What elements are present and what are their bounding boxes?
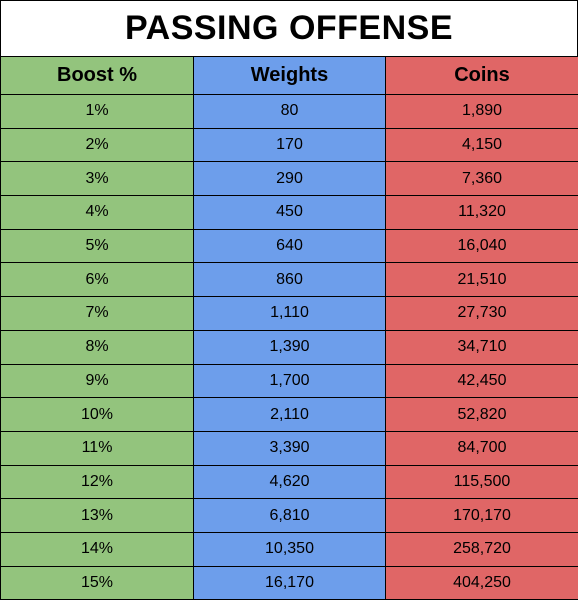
table-row: 6% 860 21,510	[0, 262, 578, 298]
weights-cell: 450	[193, 195, 386, 230]
boost-cell: 7%	[0, 296, 194, 331]
boost-cell: 1%	[0, 94, 194, 129]
table-body: 1% 80 1,890 2% 170 4,150 3% 290 7,360 4% 450 11,320…	[0, 94, 578, 600]
weights-cell: 1,700	[193, 363, 386, 399]
weights-cell: 2,110	[193, 397, 386, 432]
weights-cell: 10,350	[193, 531, 386, 567]
coins-cell: 11,320	[385, 195, 578, 230]
boost-cell: 15%	[0, 565, 194, 600]
header-row: Boost % Weights Coins	[0, 56, 578, 95]
table-row: 4% 450 11,320	[0, 195, 578, 230]
weights-cell: 16,170	[193, 565, 386, 600]
coins-cell: 404,250	[385, 565, 578, 600]
weights-cell: 170	[193, 127, 386, 163]
weights-cell: 640	[193, 228, 386, 264]
boost-table: Boost % Weights Coins 1% 80 1,890 2% 170 4,15…	[0, 56, 578, 600]
table-row: 5% 640 16,040	[0, 228, 578, 264]
coins-cell: 1,890	[385, 94, 578, 129]
coins-cell: 115,500	[385, 464, 578, 500]
weights-cell: 3,390	[193, 430, 386, 466]
coins-cell: 84,700	[385, 430, 578, 466]
coins-cell: 34,710	[385, 329, 578, 365]
boost-cell: 11%	[0, 430, 194, 466]
boost-cell: 14%	[0, 531, 194, 567]
weights-cell: 4,620	[193, 464, 386, 500]
weights-cell: 80	[193, 94, 386, 129]
coins-cell: 27,730	[385, 296, 578, 331]
boost-cell: 4%	[0, 195, 194, 230]
table-row: 11% 3,390 84,700	[0, 430, 578, 466]
boost-cell: 9%	[0, 363, 194, 399]
coins-cell: 4,150	[385, 127, 578, 163]
table-row: 1% 80 1,890	[0, 94, 578, 129]
table-row: 9% 1,700 42,450	[0, 363, 578, 399]
header-weights: Weights	[193, 56, 386, 95]
header-boost: Boost %	[0, 56, 194, 95]
coins-cell: 16,040	[385, 228, 578, 264]
table-row: 12% 4,620 115,500	[0, 464, 578, 500]
boost-cell: 13%	[0, 498, 194, 533]
coins-cell: 170,170	[385, 498, 578, 533]
boost-cell: 3%	[0, 161, 194, 197]
coins-cell: 21,510	[385, 262, 578, 298]
coins-cell: 7,360	[385, 161, 578, 197]
table-row: 8% 1,390 34,710	[0, 329, 578, 365]
coins-cell: 258,720	[385, 531, 578, 567]
boost-cell: 5%	[0, 228, 194, 264]
table-row: 14% 10,350 258,720	[0, 531, 578, 567]
boost-cell: 6%	[0, 262, 194, 298]
coins-cell: 52,820	[385, 397, 578, 432]
table-row: 7% 1,110 27,730	[0, 296, 578, 331]
table-row: 13% 6,810 170,170	[0, 498, 578, 533]
coins-cell: 42,450	[385, 363, 578, 399]
weights-cell: 6,810	[193, 498, 386, 533]
table-row: 10% 2,110 52,820	[0, 397, 578, 432]
table-row: 2% 170 4,150	[0, 127, 578, 163]
table-row: 3% 290 7,360	[0, 161, 578, 197]
boost-cell: 8%	[0, 329, 194, 365]
weights-cell: 290	[193, 161, 386, 197]
boost-cell: 2%	[0, 127, 194, 163]
weights-cell: 860	[193, 262, 386, 298]
header-coins: Coins	[385, 56, 578, 95]
boost-cell: 12%	[0, 464, 194, 500]
table-row: 15% 16,170 404,250	[0, 565, 578, 600]
weights-cell: 1,110	[193, 296, 386, 331]
weights-cell: 1,390	[193, 329, 386, 365]
table-title: PASSING OFFENSE	[0, 0, 578, 56]
boost-cell: 10%	[0, 397, 194, 432]
